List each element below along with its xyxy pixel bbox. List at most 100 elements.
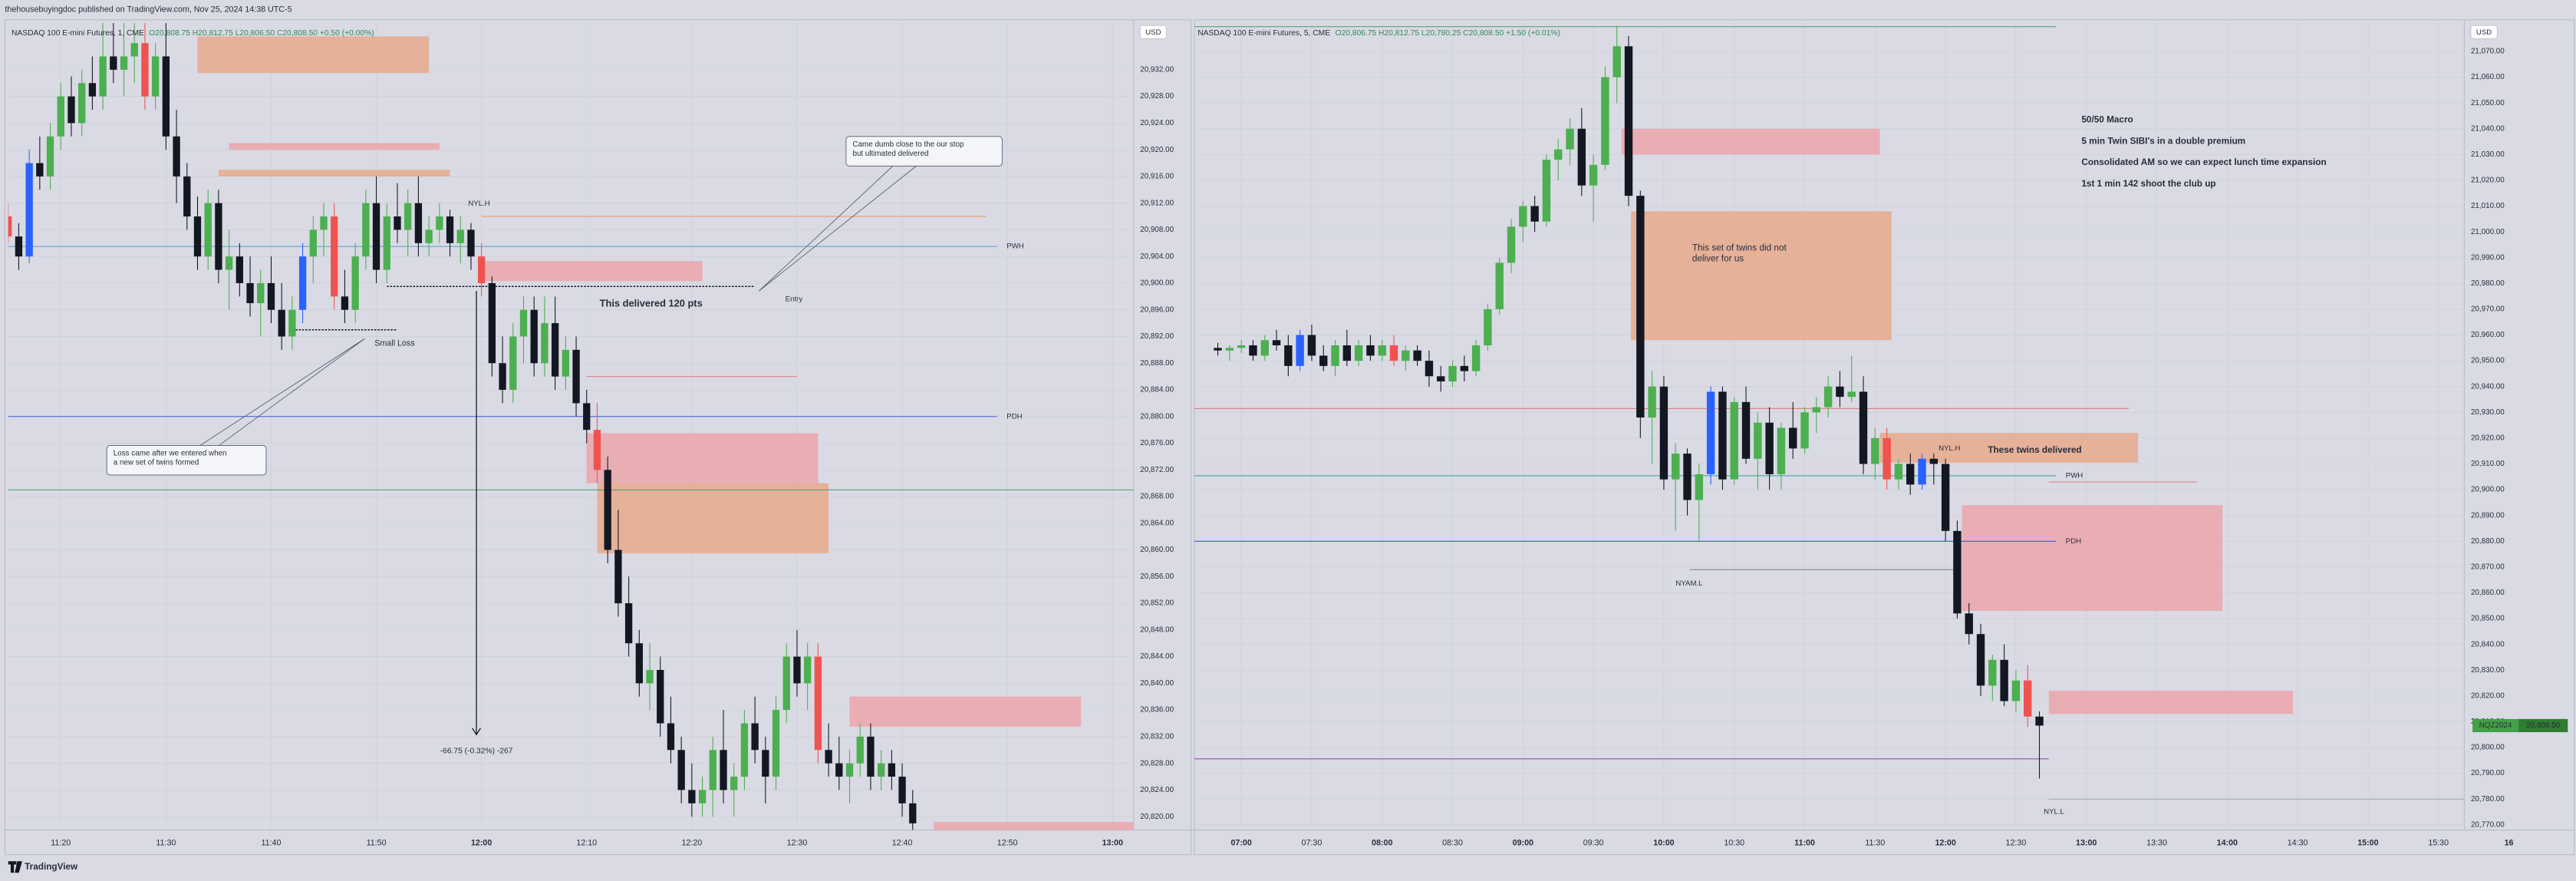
currency: USD [2476,28,2492,37]
candle-body [110,56,117,70]
y-tick-label: 20,820.00 [2471,691,2505,700]
y-tick-label: 20,920.00 [1140,146,1174,154]
candle-body [2000,659,2008,701]
candle-body [8,216,12,237]
candle-body [1953,530,1962,614]
logo [8,861,22,873]
zone [1879,433,2139,463]
symbol-title: NASDAQ 100 E-mini Futures, 1, CME [12,29,144,38]
x-tick-label: 11:50 [367,839,387,848]
candle-body [1225,348,1234,351]
callout-box [845,136,1003,167]
candle-body [888,763,896,777]
annotation: Consolidated AM so we can expect lunch t… [2081,157,2326,167]
candle-body [1789,427,1797,449]
candle-body [1542,160,1551,222]
candle-body [1847,391,1856,398]
candle-body [78,83,86,124]
candle-body [1601,77,1609,165]
y-tick-label: 20,844.00 [1140,652,1174,661]
annotation: 5 min Twin SIBI's in a double premium [2081,136,2245,146]
candle-body [456,229,464,243]
y-tick-label: 21,070.00 [2471,48,2505,56]
candle-body [909,803,917,823]
y-tick-label: 20,870.00 [2471,563,2505,571]
x-tick-label: 13:30 [2146,839,2167,848]
candle-body [1413,350,1421,361]
level-label: PDH [1006,412,1022,421]
callout-pointer [759,166,917,292]
candle-body [1941,464,1950,531]
candle-body [772,710,780,777]
candle-body [288,309,296,337]
callout-text: Loss came after we entered when [114,450,227,458]
x-tick-label: 12:00 [471,839,492,848]
y-tick-label: 21,050.00 [2471,99,2505,107]
footer: TradingView [25,862,78,872]
candle-body [1859,391,1868,464]
x-tick-label: 07:00 [1230,839,1251,848]
y-tick-label: 20,848.00 [1140,625,1174,634]
candle-body [1448,365,1457,382]
candle-body [1718,391,1727,480]
x-tick-label: 14:30 [2288,839,2308,848]
right-panel-frame [1194,19,2575,856]
callout-box [106,444,267,476]
candle-body [1918,458,1926,485]
candle-body [720,750,727,790]
candle-body [1765,422,1774,474]
candle-body [867,736,875,777]
candle-body [1296,335,1304,366]
candle-body [488,282,496,364]
plot-area [8,23,1134,830]
x-tick-label: 13:00 [2076,839,2097,848]
zone [1621,128,1880,155]
candle-body [1342,345,1352,361]
candle-body [1354,345,1363,361]
candle-body [751,723,759,751]
candle-body [1988,659,1997,686]
candle-body [414,203,423,243]
x-tick-label: 10:30 [1724,839,1744,848]
candle-body [141,43,149,97]
candle-body [635,643,643,684]
candle-body [1706,391,1715,474]
candle-body [1554,149,1563,160]
candle-body [688,790,696,803]
y-tick-label: 20,980.00 [2471,279,2505,288]
candle-body [1577,128,1586,186]
candle-body [1495,262,1504,309]
candle-body [604,470,611,550]
x-tick-label: 11:20 [51,839,71,848]
candle-body [1836,386,1844,398]
y-tick-label: 20,908.00 [1140,226,1174,234]
candle-body [478,256,486,283]
candle-body [46,136,54,177]
chart-title: NASDAQ 100 E-mini Futures, 5, CME O20,806… [1197,29,1560,38]
candle-body [1331,345,1339,366]
y-tick-label: 20,880.00 [1140,412,1174,421]
x-tick-label: 12:00 [1935,839,1955,848]
y-tick-label: 20,850.00 [2471,615,2505,623]
y-tick-label: 20,830.00 [2471,666,2505,675]
candle-body [583,403,591,431]
zone [197,36,430,74]
candle-body [1402,350,1410,361]
candle-body [762,750,769,777]
candle-body [467,229,475,257]
candle-body [2011,680,2021,701]
callout-pointer [154,338,365,476]
currency: USD [1145,28,1161,37]
y-tick-label: 20,860.00 [1140,546,1174,554]
y-tick-label: 20,912.00 [1140,199,1174,207]
annotation: NYL.L [2044,808,2064,817]
candle-body [1871,437,1879,464]
candle-body [120,56,128,70]
candle-body [499,363,506,391]
candle-body [215,203,222,270]
zone [229,143,440,150]
candle-body [1730,401,1738,480]
y-tick-label: 20,940.00 [2471,382,2505,391]
